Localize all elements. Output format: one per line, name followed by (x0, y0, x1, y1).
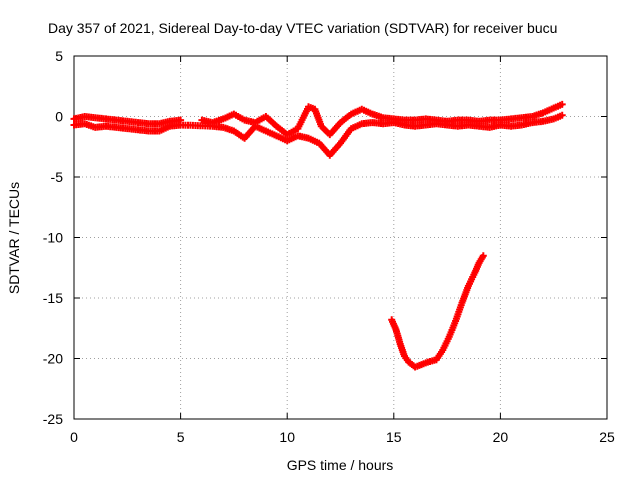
data-point (479, 252, 487, 260)
y-tick-label: -10 (43, 230, 63, 246)
x-tick-label: 5 (177, 429, 185, 445)
series-dip-arc (388, 252, 487, 371)
data-marks (70, 100, 566, 371)
y-axis-label: SDTVAR / TECUs (6, 182, 22, 294)
x-tick-label: 20 (493, 429, 509, 445)
chart-title: Day 357 of 2021, Sidereal Day-to-day VTE… (48, 20, 557, 36)
y-tick-label: 0 (55, 109, 63, 125)
y-tick-label: -25 (43, 411, 63, 427)
series-main-band-lower (70, 111, 566, 159)
x-tick-label: 10 (279, 429, 295, 445)
axis-ticks (73, 55, 608, 420)
x-axis-label: GPS time / hours (287, 457, 394, 473)
x-tick-label: 15 (386, 429, 402, 445)
x-tick-labels: 0 5 10 15 20 25 (70, 429, 615, 445)
y-tick-label: 5 (55, 48, 63, 64)
x-tick-label: 0 (70, 429, 78, 445)
grid (74, 56, 607, 419)
plot-frame (73, 55, 608, 420)
y-tick-label: -5 (51, 169, 64, 185)
data-point (558, 100, 566, 108)
y-tick-labels: 5 0 -5 -10 -15 -20 -25 (43, 48, 63, 427)
x-tick-label: 25 (599, 429, 615, 445)
y-tick-label: -20 (43, 351, 63, 367)
data-point (558, 111, 566, 119)
y-tick-label: -15 (43, 290, 63, 306)
